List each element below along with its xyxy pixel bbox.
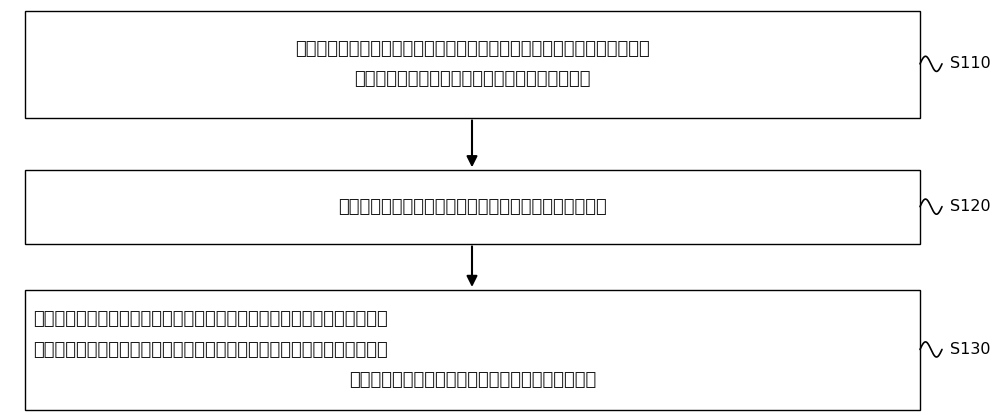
Text: 获取所述至少一个过渡节能等级分别对应的显示效果参数: 获取所述至少一个过渡节能等级分别对应的显示效果参数 <box>338 198 607 216</box>
Text: 将终端的节能等级依次调整到所述至少一个过渡节能等级后，从最后一个过: 将终端的节能等级依次调整到所述至少一个过渡节能等级后，从最后一个过 <box>33 310 388 328</box>
Text: S110: S110 <box>950 56 991 71</box>
Text: 等级和目标节能等级之间的至少一个过渡节能等级: 等级和目标节能等级之间的至少一个过渡节能等级 <box>354 70 591 88</box>
FancyBboxPatch shape <box>25 170 920 244</box>
Text: 渡节能等级调整到所述目标节能等级，并在每次调整后根据所调整到的过渡: 渡节能等级调整到所述目标节能等级，并在每次调整后根据所调整到的过渡 <box>33 341 388 359</box>
FancyBboxPatch shape <box>25 10 920 118</box>
Text: S120: S120 <box>950 199 991 214</box>
FancyBboxPatch shape <box>25 290 920 410</box>
Text: 获取终端的当前节能等级和需要调整到的目标节能等级，确定所述当前节能: 获取终端的当前节能等级和需要调整到的目标节能等级，确定所述当前节能 <box>295 40 650 58</box>
Text: 节能等级对应的显示效果参数对待显示画面进行显示: 节能等级对应的显示效果参数对待显示画面进行显示 <box>349 371 596 389</box>
Text: S130: S130 <box>950 342 990 357</box>
